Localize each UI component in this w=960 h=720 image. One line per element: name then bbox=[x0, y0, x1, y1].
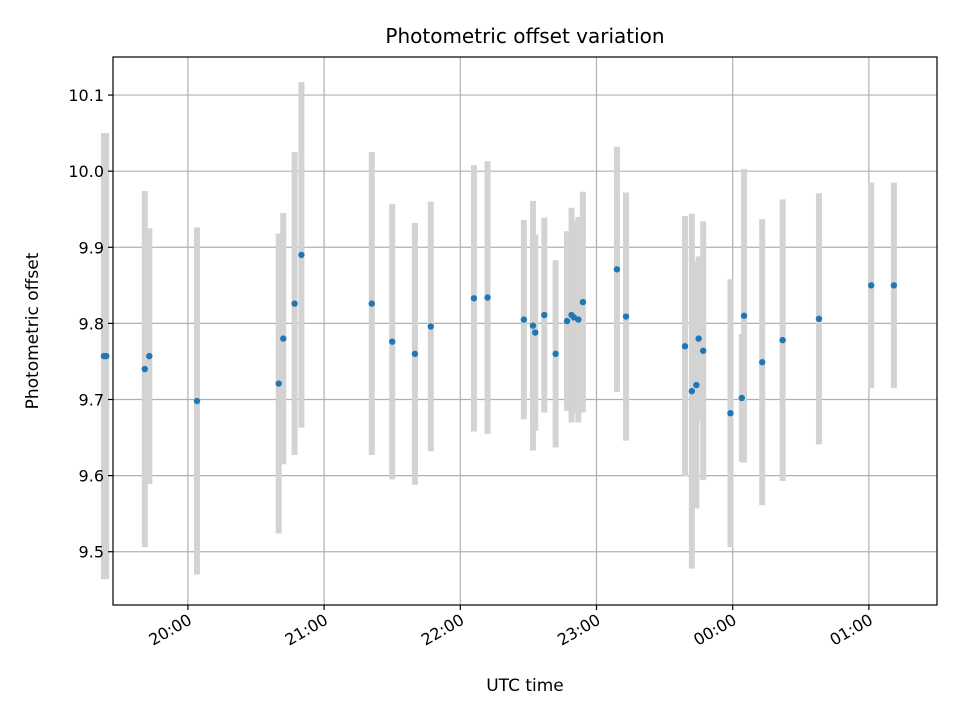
data-point bbox=[738, 394, 745, 402]
plot-frame bbox=[112, 56, 938, 606]
data-point bbox=[141, 365, 148, 373]
data-point bbox=[867, 282, 875, 289]
data-point bbox=[427, 323, 434, 330]
data-point bbox=[727, 410, 734, 417]
data-point bbox=[575, 316, 582, 323]
x-axis-label: UTC time bbox=[486, 676, 564, 696]
data-point bbox=[193, 397, 201, 405]
data-point bbox=[688, 387, 696, 395]
data-point bbox=[470, 295, 478, 302]
data-point bbox=[146, 352, 153, 360]
y-tick-label: 9.8 bbox=[79, 314, 104, 333]
data-point bbox=[280, 335, 287, 342]
y-axis-label: Photometric offset bbox=[23, 252, 43, 409]
data-point bbox=[529, 322, 537, 329]
data-point bbox=[389, 338, 396, 345]
data-point bbox=[693, 381, 700, 389]
data-point bbox=[532, 329, 539, 336]
data-point bbox=[815, 315, 823, 323]
data-point bbox=[520, 316, 528, 323]
data-point bbox=[681, 343, 689, 350]
data-point bbox=[699, 347, 707, 354]
y-tick-label: 9.6 bbox=[79, 467, 104, 486]
data-point bbox=[579, 298, 587, 306]
data-point bbox=[613, 266, 621, 273]
data-point bbox=[563, 317, 571, 325]
y-tick-label: 9.5 bbox=[79, 543, 104, 562]
data-points bbox=[100, 251, 898, 417]
data-point bbox=[779, 336, 786, 344]
y-tick-label: 9.9 bbox=[79, 238, 104, 257]
data-point bbox=[541, 311, 548, 319]
y-tick-label: 10.0 bbox=[68, 162, 104, 181]
data-point bbox=[291, 300, 298, 307]
data-point bbox=[552, 350, 559, 358]
y-axis: 9.5 9.6 9.7 9.8 9.9 10.0 10.1 bbox=[68, 86, 113, 562]
data-point bbox=[622, 313, 630, 320]
data-point bbox=[740, 312, 748, 319]
data-point bbox=[411, 350, 419, 358]
y-tick-label: 9.7 bbox=[79, 391, 104, 410]
data-point bbox=[759, 359, 766, 366]
data-point bbox=[102, 352, 110, 360]
data-point bbox=[890, 282, 898, 289]
data-point bbox=[695, 335, 702, 342]
data-point bbox=[298, 251, 305, 259]
data-point bbox=[484, 294, 491, 301]
data-point bbox=[368, 300, 375, 307]
chart-title: Photometric offset variation bbox=[385, 24, 664, 48]
y-tick-label: 10.1 bbox=[68, 86, 104, 105]
data-point bbox=[275, 380, 282, 387]
